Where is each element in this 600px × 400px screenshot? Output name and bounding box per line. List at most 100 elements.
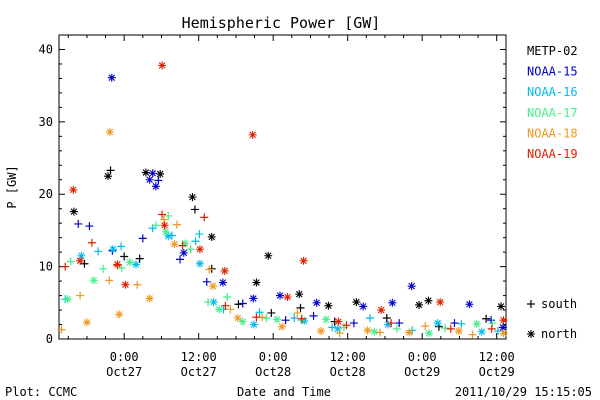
x-tick-date-label: Oct27 <box>181 365 217 379</box>
data-point-north <box>415 300 424 309</box>
legend-marker-plus <box>527 300 535 308</box>
data-point-south <box>164 211 173 220</box>
data-point-south <box>85 222 94 231</box>
data-point-south <box>382 314 391 323</box>
data-point-south <box>446 324 455 333</box>
data-point-north <box>141 168 150 177</box>
data-point-north <box>105 127 114 136</box>
data-point-north <box>69 207 78 216</box>
data-point-north <box>370 327 379 336</box>
x-tick-time-label: 0:00 <box>259 350 288 364</box>
data-point-south <box>200 213 209 222</box>
data-point-north <box>125 258 134 267</box>
data-point-north <box>352 298 361 307</box>
data-point-south <box>297 316 306 325</box>
data-point-south <box>223 293 232 302</box>
data-point-north <box>272 315 281 324</box>
data-point-north <box>321 315 330 324</box>
data-point-south <box>76 291 85 300</box>
data-point-north <box>113 260 122 269</box>
data-point-south <box>375 328 384 337</box>
data-point-north <box>465 300 474 309</box>
data-point-north <box>77 251 86 260</box>
x-tick-time-label: 12:00 <box>330 350 366 364</box>
data-point-north <box>499 329 508 338</box>
data-point-north <box>498 323 507 332</box>
data-point-north <box>363 326 372 335</box>
data-point-north <box>181 239 190 248</box>
data-point-south <box>74 219 83 228</box>
data-point-south <box>482 314 491 323</box>
legend-item-noaa-18: NOAA-18 <box>527 126 578 140</box>
data-point-south <box>87 238 96 247</box>
data-point-south <box>293 308 302 317</box>
data-point-north <box>424 296 433 305</box>
data-point-south <box>392 324 401 333</box>
data-points <box>57 61 508 339</box>
data-point-south <box>191 237 200 246</box>
data-point-north <box>195 245 204 254</box>
chart-title: Hemispheric Power [GW] <box>182 14 381 32</box>
data-point-south <box>94 247 103 256</box>
data-point-north <box>145 175 154 184</box>
data-point-north <box>436 298 445 307</box>
data-point-north <box>324 301 333 310</box>
data-point-north <box>472 319 481 328</box>
data-point-north <box>104 172 113 181</box>
legend-item-metp-02: METP-02 <box>527 44 578 58</box>
data-point-south <box>255 308 264 317</box>
y-axis: 0 10 20 30 40 <box>39 34 506 346</box>
data-point-north <box>121 280 130 289</box>
data-point-north <box>208 282 217 291</box>
data-point-south <box>66 257 75 266</box>
data-point-north <box>148 169 157 178</box>
data-point-north <box>283 293 292 302</box>
y-tick-label: 30 <box>39 115 53 129</box>
data-point-north <box>109 245 118 254</box>
x-tick-time-label: 0:00 <box>408 350 437 364</box>
series-noaa-16 <box>61 224 502 336</box>
plot-credit: Plot: CCMC <box>5 385 77 399</box>
data-point-north <box>384 320 393 329</box>
data-point-north <box>277 322 286 331</box>
series-noaa-17 <box>63 211 497 338</box>
data-point-north <box>238 317 247 326</box>
data-point-north <box>333 324 342 333</box>
data-point-north <box>156 169 165 178</box>
data-point-south <box>487 324 496 333</box>
data-point-north <box>276 291 285 300</box>
data-point-south <box>80 259 89 268</box>
data-point-north <box>145 294 154 303</box>
data-point-north <box>89 276 98 285</box>
legend: METP-02 NOAA-15 NOAA-16 NOAA-17 NOAA-18 NOAA-… <box>527 44 578 161</box>
data-point-north <box>249 294 258 303</box>
data-point-south <box>135 254 144 263</box>
data-point-north <box>188 193 197 202</box>
x-tick-date-label: Oct27 <box>106 365 142 379</box>
data-point-north <box>334 317 343 326</box>
data-point-south <box>441 324 450 333</box>
legend-item-noaa-16: NOAA-16 <box>527 85 578 99</box>
data-point-north <box>151 182 160 191</box>
data-point-north <box>195 259 204 268</box>
marker-legend: south north <box>527 297 577 341</box>
x-tick-time-label: 12:00 <box>479 350 515 364</box>
data-point-north <box>69 185 78 194</box>
data-point-north <box>218 278 227 287</box>
data-point-north <box>433 319 442 328</box>
x-tick-date-label: Oct28 <box>255 365 291 379</box>
data-point-south <box>133 280 142 289</box>
series-metp-02 <box>69 166 506 331</box>
legend-marker-label: north <box>541 327 577 341</box>
series-noaa-19 <box>61 61 508 333</box>
legend-marker-label: south <box>541 297 577 311</box>
data-point-south <box>488 319 497 328</box>
data-point-north <box>233 314 242 323</box>
data-point-south <box>387 319 396 328</box>
data-point-north <box>405 328 414 337</box>
data-point-south <box>328 323 337 332</box>
data-point-south <box>450 319 459 328</box>
data-point-south <box>267 308 276 317</box>
